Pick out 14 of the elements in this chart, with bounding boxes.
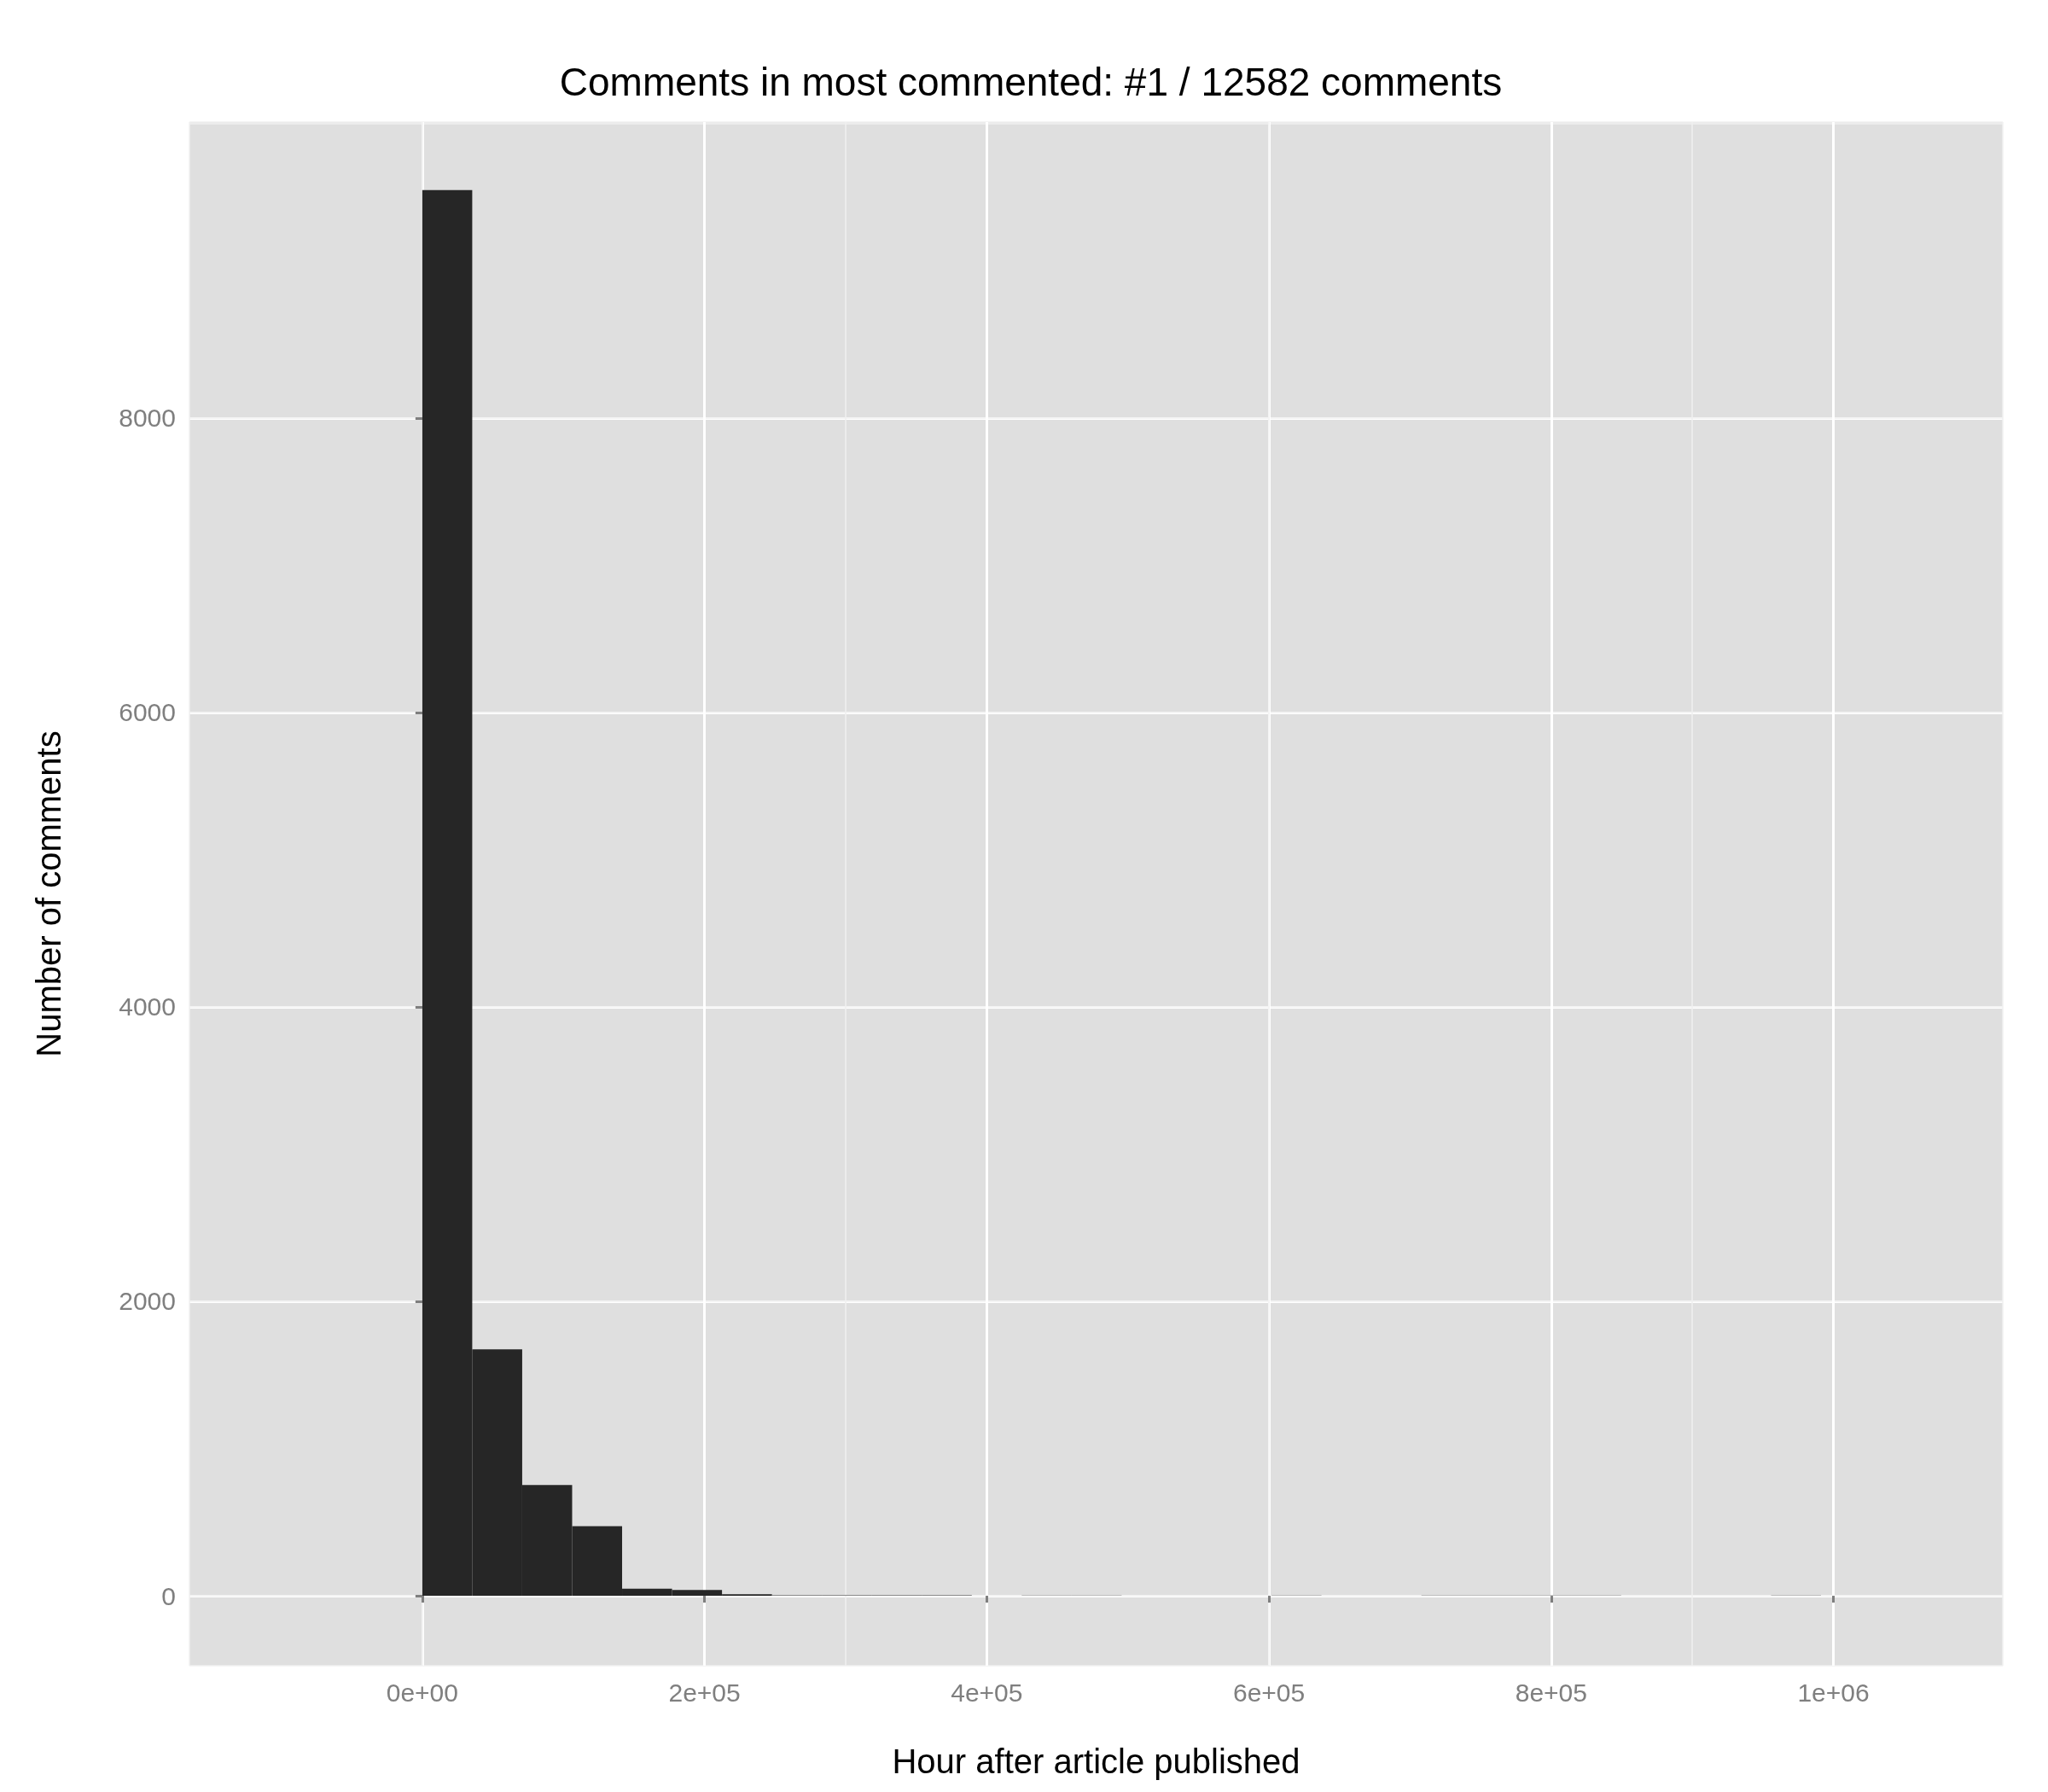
y-tick-label: 2000 [119,1287,176,1316]
x-tick-label: 8e+05 [1515,1678,1587,1707]
x-axis-title: Hour after article published [892,1743,1300,1780]
chart-title: Comments in most commented: #1 / 12582 comments [559,60,1503,104]
y-tick-label: 4000 [119,992,176,1021]
y-tick-label: 6000 [119,698,176,727]
x-tick-label: 2e+05 [668,1678,741,1707]
y-tick-label: 8000 [119,404,176,433]
x-tick-label: 6e+05 [1232,1678,1306,1707]
y-tick-label: 0 [161,1581,176,1610]
x-tick-label: 0e+00 [386,1678,458,1707]
x-tick-label: 4e+05 [951,1678,1023,1707]
x-tick-label: 1e+06 [1797,1678,1870,1707]
y-axis-title: Number of comments [30,730,67,1057]
